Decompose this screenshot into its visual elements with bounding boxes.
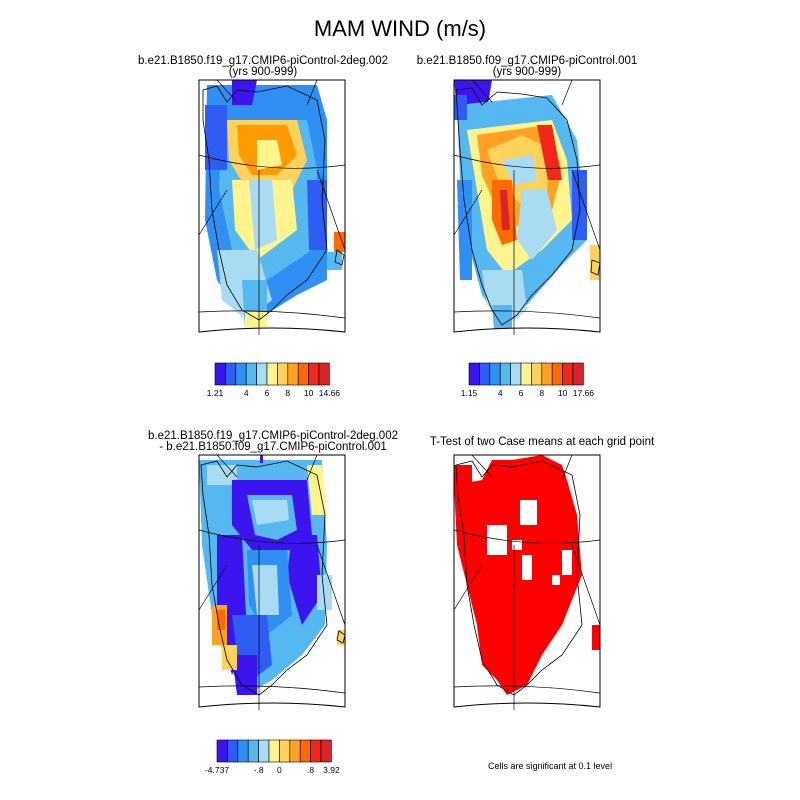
colorbar-box	[235, 362, 247, 386]
map-panel-case2	[452, 79, 602, 335]
map-panel-ttest	[452, 454, 602, 710]
panel-title-diff: b.e21.B1850.f19_g17.CMIP6-piControl-2deg…	[148, 430, 398, 453]
significant-cells	[454, 455, 582, 695]
colorbar-tick-label: .8	[307, 765, 314, 775]
map-ttest-svg	[453, 454, 601, 710]
colorbar-box	[258, 739, 270, 763]
map-diff-frame	[198, 454, 346, 708]
colorbar-tick-label: 6	[265, 388, 270, 398]
colorbar-box	[531, 362, 543, 386]
colorbar-tick-label: 0	[277, 765, 282, 775]
panel-title-case1-line2: (yrs 900-999)	[228, 66, 298, 78]
panel-title-diff-line2: - b.e21.B1850.f09_g17.CMIP6-piControl.00…	[159, 441, 387, 453]
colorbar-box	[256, 362, 268, 386]
map-case1-cells	[205, 80, 345, 332]
colorbar-tick-label: 10	[558, 388, 568, 398]
colorbar-box	[287, 362, 299, 386]
colorbar-tick-label: 4	[498, 388, 503, 398]
colorbar-box	[320, 739, 332, 763]
map-case2-grid	[453, 79, 601, 335]
map-case2-frame	[453, 79, 601, 333]
colorbar-box	[551, 362, 563, 386]
map-ttest-coast	[455, 460, 583, 696]
colorbar-tick-label: 8	[285, 388, 290, 398]
colorbar-box	[572, 362, 584, 386]
map-case2-svg	[453, 79, 601, 335]
colorbar-box	[318, 362, 330, 386]
map-diff-cells	[199, 455, 345, 695]
colorbar-box	[279, 739, 291, 763]
map-case1-coast	[202, 85, 345, 321]
colorbar-box	[489, 362, 501, 386]
colorbar-tick-label: -4.737	[205, 765, 229, 775]
colorbar-box	[237, 739, 249, 763]
panel-title-ttest: T-Test of two Case means at each grid po…	[402, 436, 682, 448]
map-case1-grid	[198, 79, 346, 335]
colorbar-box	[227, 739, 239, 763]
colorbar-box	[510, 362, 522, 386]
colorbar-tick-label: 1.15	[461, 388, 478, 398]
colorbar-box	[225, 362, 237, 386]
colorbar-case1-svg: 1.21 4 6 8 10 14.66	[207, 362, 341, 398]
colorbar-box	[299, 739, 311, 763]
colorbar-box	[479, 362, 491, 386]
panel-title-case1: b.e21.B1850.f19_g17.CMIP6-piControl-2deg…	[138, 55, 388, 78]
colorbar-box	[541, 362, 553, 386]
colorbar-tick-label: 14.66	[319, 388, 341, 398]
map-diff-svg	[198, 454, 346, 710]
map-ttest-frame	[453, 454, 601, 708]
colorbar-box	[562, 362, 574, 386]
colorbar-case1: 1.21 4 6 8 10 14.66	[207, 362, 341, 399]
map-case1-svg	[198, 79, 346, 335]
map-case2-coast	[455, 87, 601, 326]
map-panel-case1	[197, 79, 347, 335]
colorbar-box	[308, 362, 320, 386]
colorbar-diff: -4.737 -.8 0 .8 3.92	[205, 739, 342, 776]
colorbar-box	[277, 362, 289, 386]
colorbar-tick-label: -.8	[254, 765, 264, 775]
colorbar-box	[499, 362, 511, 386]
colorbar-box	[245, 362, 257, 386]
panel-title-case1-line1: b.e21.B1850.f19_g17.CMIP6-piControl-2deg…	[138, 55, 388, 67]
panel-title-case2: b.e21.B1850.f09_g17.CMIP6-piControl.001 …	[402, 55, 652, 78]
panel-title-case2-line2: (yrs 900-999)	[492, 66, 562, 78]
colorbar-box	[247, 739, 259, 763]
significance-note: Cells are significant at 0.1 level	[488, 761, 613, 771]
colorbar-box	[289, 739, 301, 763]
colorbar-case2: 1.15 4 6 8 10 17.66	[461, 362, 595, 399]
map-case1-frame	[198, 79, 346, 333]
colorbar-tick-label: 1.21	[207, 388, 224, 398]
map-ttest-cells	[454, 455, 600, 695]
colorbar-box	[268, 739, 280, 763]
panel-title-case2-line1: b.e21.B1850.f09_g17.CMIP6-piControl.001	[416, 55, 638, 67]
colorbar-box	[297, 362, 309, 386]
colorbar-tick-label: 4	[244, 388, 249, 398]
map-case2-cells	[454, 80, 600, 330]
map-diff-grid	[198, 454, 346, 710]
colorbar-case2-svg: 1.15 4 6 8 10 17.66	[461, 362, 595, 398]
colorbar-box	[214, 362, 226, 386]
colorbar-diff-svg: -4.737 -.8 0 .8 3.92	[205, 739, 340, 775]
page-title: MAM WIND (m/s)	[313, 16, 487, 41]
colorbar-box	[520, 362, 532, 386]
colorbar-tick-label: 17.66	[573, 388, 595, 398]
colorbar-box	[266, 362, 278, 386]
panel-title-ttest-line1: T-Test of two Case means at each grid po…	[429, 436, 655, 448]
colorbar-tick-label: 3.92	[323, 765, 340, 775]
panel-title-diff-line1: b.e21.B1850.f19_g17.CMIP6-piControl-2deg…	[148, 430, 398, 442]
colorbar-box	[216, 739, 228, 763]
colorbar-tick-label: 6	[519, 388, 524, 398]
colorbar-tick-label: 10	[304, 388, 314, 398]
map-ttest-grid	[453, 454, 601, 710]
colorbar-box	[310, 739, 322, 763]
colorbar-tick-label: 8	[539, 388, 544, 398]
map-diff-coast	[200, 460, 346, 696]
map-panel-diff	[197, 454, 347, 710]
colorbar-box	[468, 362, 480, 386]
